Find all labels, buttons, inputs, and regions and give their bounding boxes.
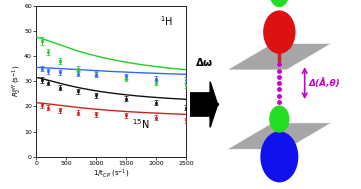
- Circle shape: [263, 10, 296, 54]
- Text: Δω: Δω: [196, 58, 213, 68]
- Y-axis label: $R_2^{eff}$ (s$^{-1}$): $R_2^{eff}$ (s$^{-1}$): [11, 65, 24, 97]
- Circle shape: [260, 131, 298, 182]
- Polygon shape: [227, 43, 331, 70]
- Circle shape: [270, 0, 289, 7]
- Text: $^1$H: $^1$H: [160, 14, 173, 28]
- Polygon shape: [227, 123, 331, 149]
- X-axis label: 1/t$_{CP}$ (s$^{-1}$): 1/t$_{CP}$ (s$^{-1}$): [93, 167, 129, 180]
- Text: Δ(Å,θ): Δ(Å,θ): [309, 78, 341, 88]
- Text: $^{15}$N: $^{15}$N: [132, 117, 150, 131]
- FancyArrow shape: [190, 82, 218, 127]
- Circle shape: [269, 105, 290, 133]
